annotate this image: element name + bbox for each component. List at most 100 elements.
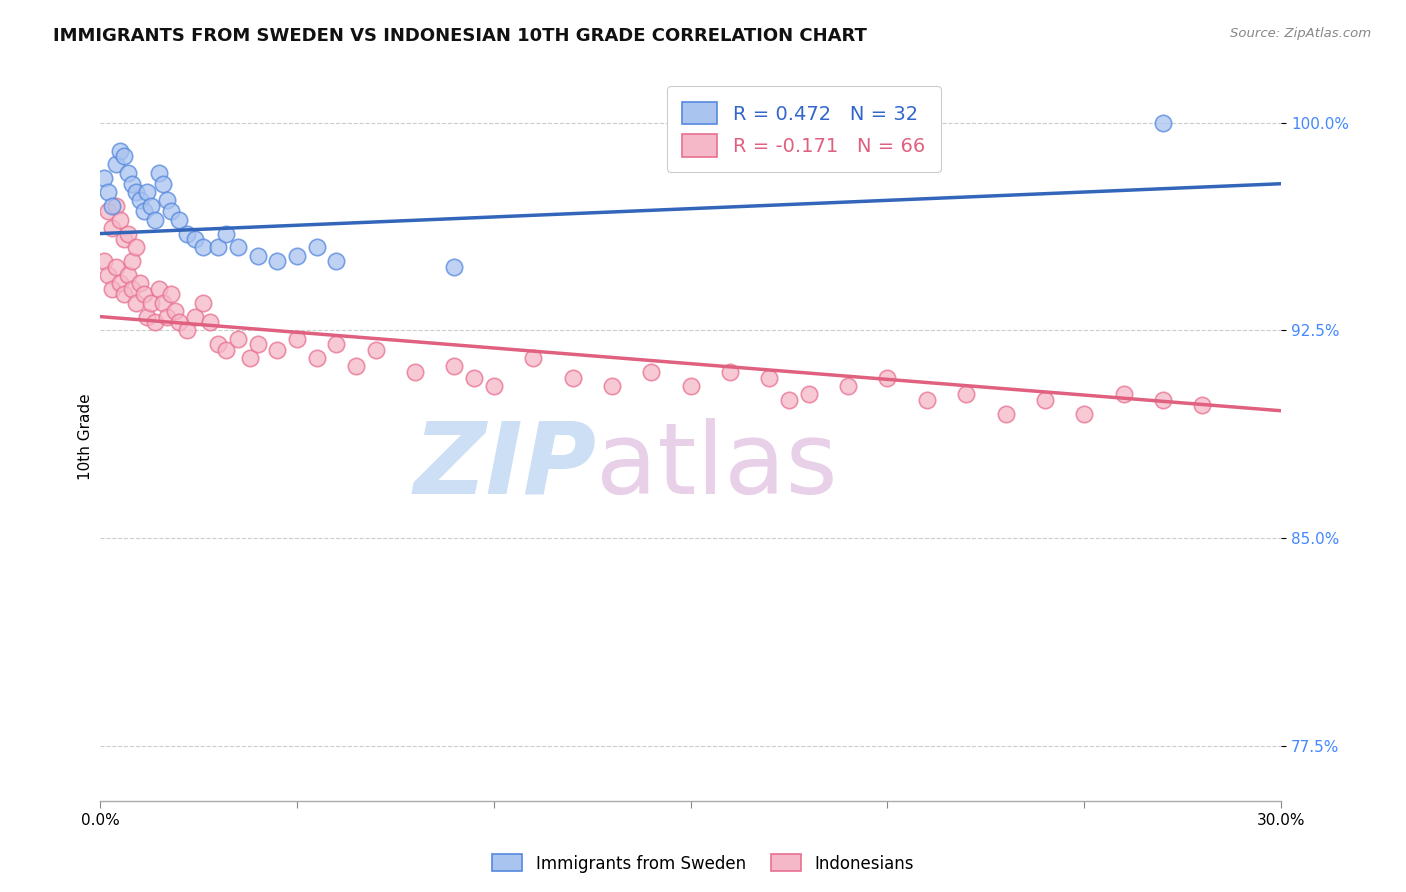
Point: [325, 337, 347, 351]
Point: [837, 379, 859, 393]
Point: [305, 240, 328, 254]
Point: [143, 212, 166, 227]
Point: [1152, 392, 1174, 407]
Point: [1191, 398, 1213, 412]
Point: [876, 370, 898, 384]
Point: [266, 343, 288, 357]
Point: [104, 157, 127, 171]
Point: [915, 392, 938, 407]
Point: [148, 166, 170, 180]
Point: [640, 365, 662, 379]
Point: [128, 194, 150, 208]
Point: [141, 295, 163, 310]
Point: [207, 240, 229, 254]
Point: [246, 249, 269, 263]
Point: [718, 365, 741, 379]
Text: Source: ZipAtlas.com: Source: ZipAtlas.com: [1230, 27, 1371, 40]
Legend: Immigrants from Sweden, Indonesians: Immigrants from Sweden, Indonesians: [485, 847, 921, 880]
Point: [152, 295, 174, 310]
Point: [101, 282, 124, 296]
Text: atlas: atlas: [596, 417, 838, 515]
Point: [112, 232, 135, 246]
Point: [128, 277, 150, 291]
Point: [167, 315, 190, 329]
Point: [778, 392, 800, 407]
Point: [758, 370, 780, 384]
Point: [200, 315, 222, 329]
Point: [226, 240, 249, 254]
Point: [108, 144, 131, 158]
Point: [112, 149, 135, 163]
Point: [285, 249, 308, 263]
Point: [148, 282, 170, 296]
Point: [176, 227, 198, 241]
Point: [344, 359, 367, 374]
Text: ZIP: ZIP: [413, 417, 596, 515]
Point: [156, 194, 179, 208]
Point: [101, 199, 124, 213]
Point: [124, 295, 146, 310]
Point: [191, 240, 214, 254]
Point: [160, 204, 183, 219]
Point: [364, 343, 387, 357]
Point: [443, 260, 465, 274]
Point: [191, 295, 214, 310]
Point: [117, 268, 139, 282]
Point: [97, 204, 120, 219]
Point: [266, 254, 288, 268]
Legend: R = 0.472   N = 32, R = -0.171   N = 66: R = 0.472 N = 32, R = -0.171 N = 66: [666, 87, 941, 172]
Point: [1033, 392, 1056, 407]
Point: [104, 260, 127, 274]
Text: IMMIGRANTS FROM SWEDEN VS INDONESIAN 10TH GRADE CORRELATION CHART: IMMIGRANTS FROM SWEDEN VS INDONESIAN 10T…: [53, 27, 868, 45]
Point: [1112, 387, 1135, 401]
Point: [136, 310, 159, 324]
Point: [285, 332, 308, 346]
Point: [121, 254, 143, 268]
Point: [121, 177, 143, 191]
Point: [101, 221, 124, 235]
Point: [305, 351, 328, 366]
Point: [443, 359, 465, 374]
Point: [108, 277, 131, 291]
Point: [167, 212, 190, 227]
Point: [124, 240, 146, 254]
Point: [117, 166, 139, 180]
Point: [176, 323, 198, 337]
Point: [136, 185, 159, 199]
Point: [112, 287, 135, 301]
Point: [679, 379, 702, 393]
Point: [226, 332, 249, 346]
Point: [215, 343, 238, 357]
Point: [600, 379, 623, 393]
Point: [404, 365, 426, 379]
Point: [522, 351, 544, 366]
Point: [183, 310, 205, 324]
Point: [1152, 116, 1174, 130]
Point: [239, 351, 262, 366]
Point: [160, 287, 183, 301]
Point: [463, 370, 485, 384]
Point: [183, 232, 205, 246]
Point: [1073, 407, 1095, 421]
Point: [797, 387, 820, 401]
Point: [93, 254, 115, 268]
Point: [132, 204, 155, 219]
Point: [561, 370, 583, 384]
Point: [152, 177, 174, 191]
Point: [163, 304, 186, 318]
Point: [132, 287, 155, 301]
Point: [121, 282, 143, 296]
Point: [994, 407, 1017, 421]
Point: [215, 227, 238, 241]
Point: [246, 337, 269, 351]
Point: [156, 310, 179, 324]
Point: [955, 387, 977, 401]
Point: [104, 199, 127, 213]
Point: [325, 254, 347, 268]
Point: [482, 379, 505, 393]
Point: [207, 337, 229, 351]
Point: [97, 268, 120, 282]
Point: [108, 212, 131, 227]
Point: [141, 199, 163, 213]
Point: [97, 185, 120, 199]
